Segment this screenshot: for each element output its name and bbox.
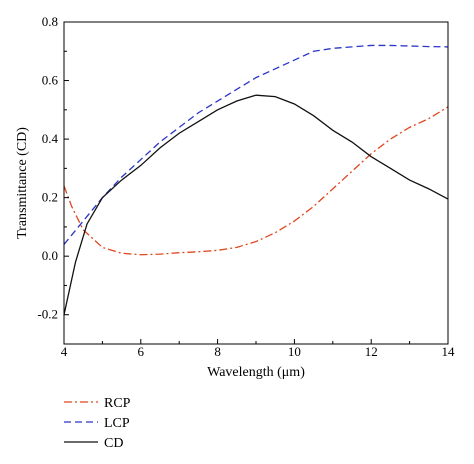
y-axis-ticks: -0.2 0.0 0.2 0.4 0.6 0.8 (37, 14, 69, 322)
plot-series-layer (63, 44, 449, 315)
series-line-lcp (63, 44, 449, 245)
y-tick-label: 0.4 (42, 131, 59, 146)
legend-label-lcp: LCP (104, 416, 130, 431)
y-axis-title: Transmittance (CD) (15, 127, 30, 239)
y-tick-label: 0.8 (42, 14, 58, 29)
legend-label-cd: CD (104, 436, 123, 451)
plot-frame (63, 21, 449, 345)
y-tick-label: -0.2 (37, 307, 58, 322)
x-axis-title: Wavelength (μm) (207, 365, 305, 380)
y-tick-label: 0.6 (42, 73, 59, 88)
x-axis-ticks: 4 6 8 10 12 14 (61, 339, 455, 359)
x-tick-label: 6 (138, 344, 145, 359)
series-line-rcp (63, 106, 449, 256)
x-tick-label: 4 (61, 344, 68, 359)
x-tick-label: 12 (365, 344, 378, 359)
legend: RCP LCP CD (64, 396, 131, 451)
y-tick-label: 0.2 (42, 190, 58, 205)
x-tick-label: 14 (442, 344, 456, 359)
x-tick-label: 10 (288, 344, 301, 359)
y-tick-label: 0.0 (42, 248, 58, 263)
legend-label-rcp: RCP (104, 396, 131, 411)
x-tick-label: 8 (214, 344, 221, 359)
series-line-cd (63, 94, 449, 315)
